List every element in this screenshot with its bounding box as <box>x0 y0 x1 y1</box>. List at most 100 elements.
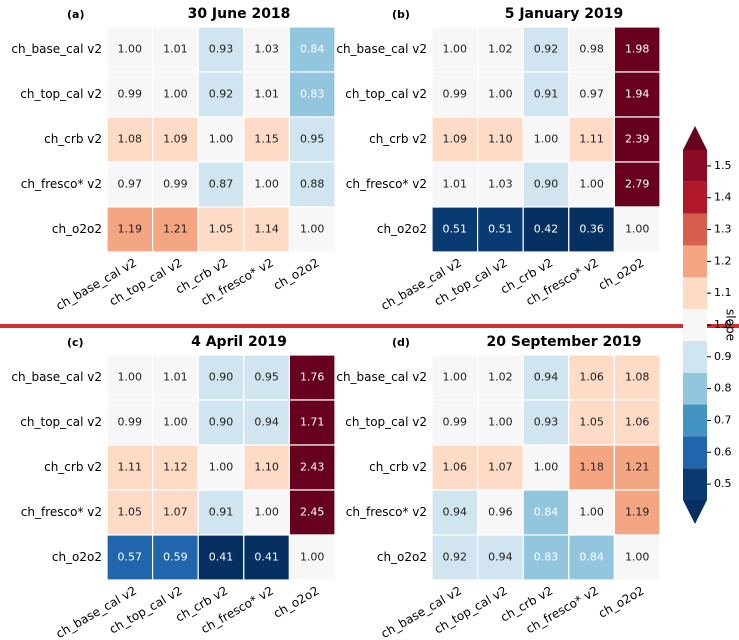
heatmap-cell <box>288 444 336 491</box>
colorbar-segment <box>683 277 707 310</box>
heatmap-cell <box>288 26 336 73</box>
y-tick-label: ch_top_cal v2 <box>345 415 427 429</box>
cell-label: 1.00 <box>625 223 650 236</box>
cell-label: 1.05 <box>118 506 143 519</box>
y-tick-label: ch_base_cal v2 <box>336 370 427 384</box>
y-tick-label: ch_o2o2 <box>52 550 102 564</box>
panel-label: (b) <box>392 8 410 21</box>
heatmap-cell <box>243 489 291 536</box>
colorbar-segment <box>683 245 707 278</box>
cell-label: 1.00 <box>534 461 559 474</box>
colorbar-tick-label: 0.5 <box>714 477 732 490</box>
colorbar-segment <box>683 436 707 469</box>
cell-label: 0.84 <box>579 551 604 564</box>
heatmap-cell <box>243 354 291 401</box>
cell-label: 0.90 <box>534 178 559 191</box>
y-tick-label: ch_top_cal v2 <box>20 415 102 429</box>
heatmap-cell <box>613 489 661 536</box>
cell-label: 1.00 <box>488 416 513 429</box>
colorbar-tick-label: 1.1 <box>714 286 732 299</box>
heatmap-cell <box>613 161 661 208</box>
panel-label: (c) <box>67 336 84 349</box>
cell-label: 0.92 <box>443 551 468 564</box>
heatmap-cell <box>613 206 661 253</box>
cell-label: 0.59 <box>163 551 188 564</box>
y-tick-label: ch_fresco* v2 <box>346 505 427 519</box>
cell-label: 1.19 <box>625 506 650 519</box>
cell-label: 0.88 <box>300 178 325 191</box>
y-tick-label: ch_crb v2 <box>44 460 102 474</box>
cell-label: 0.91 <box>534 88 559 101</box>
cell-label: 0.99 <box>443 416 468 429</box>
heatmap-cell <box>613 399 661 446</box>
x-tick-label: ch_o2o2 <box>271 584 321 621</box>
heatmap-cell <box>568 399 615 446</box>
heatmap-cell <box>152 399 199 446</box>
cell-label: 0.92 <box>534 43 559 56</box>
heatmap-cell <box>613 534 661 581</box>
y-tick-label: ch_fresco* v2 <box>21 177 102 191</box>
cell-label: 1.01 <box>443 178 468 191</box>
heatmap-cell <box>197 534 245 581</box>
heatmap-cell <box>477 161 524 208</box>
cell-label: 1.15 <box>254 133 279 146</box>
cell-label: 1.21 <box>625 461 650 474</box>
cell-label: 0.91 <box>209 506 234 519</box>
cell-label: 1.06 <box>443 461 468 474</box>
y-tick-label: ch_top_cal v2 <box>345 87 427 101</box>
heatmap-cell <box>613 354 661 401</box>
cell-label: 1.10 <box>488 133 513 146</box>
cell-label: 1.21 <box>163 223 188 236</box>
colorbar-tick-label: 0.6 <box>714 445 732 458</box>
cell-label: 1.00 <box>443 43 468 56</box>
cell-label: 1.94 <box>625 88 650 101</box>
y-tick-label: ch_crb v2 <box>369 460 427 474</box>
cell-label: 1.01 <box>163 371 188 384</box>
cell-label: 1.08 <box>625 371 650 384</box>
cell-label: 0.95 <box>254 371 279 384</box>
heatmap-cell <box>152 26 199 73</box>
heatmap-cell <box>431 354 479 401</box>
cell-label: 0.90 <box>209 371 234 384</box>
colorbar-segment <box>683 404 707 437</box>
cell-label: 1.11 <box>118 461 143 474</box>
cell-label: 1.07 <box>163 506 188 519</box>
cell-label: 0.93 <box>209 43 234 56</box>
cell-label: 2.79 <box>625 178 650 191</box>
heatmap-cell <box>197 206 245 253</box>
heatmap-cell <box>568 489 615 536</box>
x-tick-label: ch_o2o2 <box>596 584 646 621</box>
heatmap-cell <box>106 206 154 253</box>
cell-label: 1.03 <box>488 178 513 191</box>
colorbar-over <box>683 126 707 150</box>
heatmap-cell <box>431 26 479 73</box>
colorbar-tick-label: 1.5 <box>714 159 732 172</box>
heatmap-cell <box>568 116 615 163</box>
cell-label: 0.84 <box>300 43 325 56</box>
heatmap-cell <box>568 161 615 208</box>
cell-label: 1.06 <box>579 371 604 384</box>
cell-label: 1.14 <box>254 223 279 236</box>
y-tick-label: ch_crb v2 <box>44 132 102 146</box>
cell-label: 0.87 <box>209 178 234 191</box>
cell-label: 0.83 <box>534 551 559 564</box>
colorbar-tick-label: 1.4 <box>714 191 732 204</box>
cell-label: 1.00 <box>209 461 234 474</box>
colorbar-under <box>683 500 707 524</box>
heatmap-cell <box>152 534 199 581</box>
heatmap-cell <box>152 354 199 401</box>
panel-label: (d) <box>392 336 410 349</box>
cell-label: 1.05 <box>579 416 604 429</box>
heatmap-cell <box>522 444 570 491</box>
cell-label: 1.09 <box>163 133 188 146</box>
y-tick-label: ch_o2o2 <box>377 222 427 236</box>
colorbar-segment <box>683 309 707 341</box>
y-tick-label: ch_top_cal v2 <box>20 87 102 101</box>
heatmap-cell <box>288 354 336 401</box>
cell-label: 0.94 <box>254 416 279 429</box>
x-tick-label: ch_o2o2 <box>596 256 646 293</box>
cell-label: 0.93 <box>534 416 559 429</box>
heatmap-cell <box>431 534 479 581</box>
cell-label: 1.00 <box>163 88 188 101</box>
cell-label: 1.00 <box>209 133 234 146</box>
